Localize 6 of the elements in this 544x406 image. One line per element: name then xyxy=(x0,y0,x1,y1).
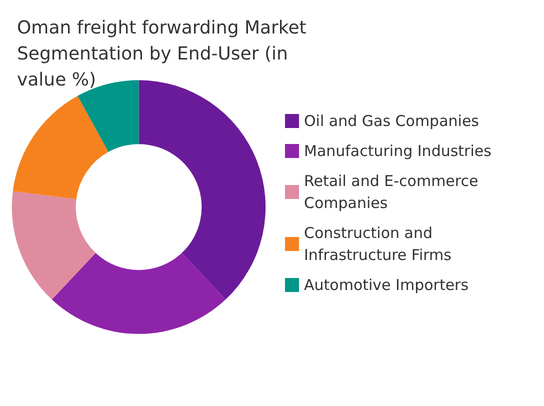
legend-label: Manufacturing Industries xyxy=(304,142,492,160)
legend-label: Retail and E-commerce Companies xyxy=(304,172,483,212)
legend-label: Oil and Gas Companies xyxy=(304,112,480,130)
legend-label: Automotive Importers xyxy=(304,276,469,294)
chart-title: Oman freight forwarding Market Segmentation by End-User (in value %) xyxy=(17,18,312,90)
legend-label: Construction and Infrastructure Firms xyxy=(304,224,452,264)
